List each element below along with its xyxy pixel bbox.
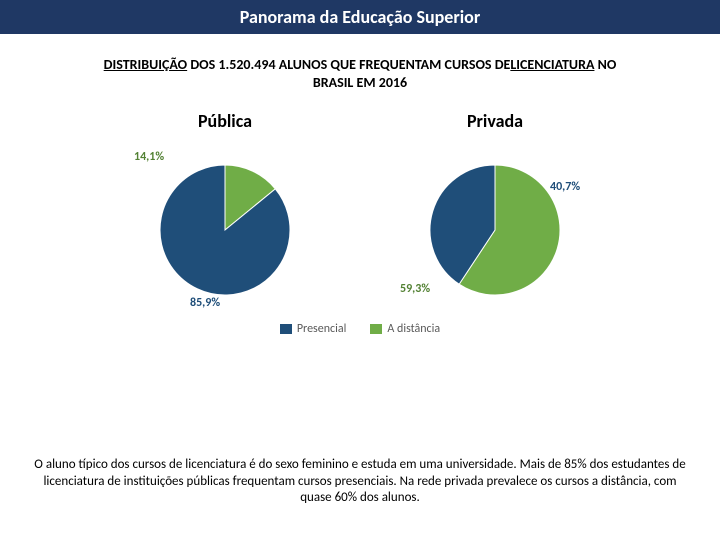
- charts-row: Pública 14,1% 85,9% Privada 59,3% 40,7%: [0, 110, 720, 310]
- legend-item-presencial: Presencial: [280, 322, 347, 336]
- subtitle-line2: BRASIL EM 2016: [313, 74, 407, 92]
- pie-publica-svg: [140, 140, 310, 310]
- pie-publica-label-0: 14,1%: [134, 150, 164, 164]
- chart-publica-title: Pública: [198, 110, 252, 132]
- subtitle: DISTRIBUIÇÃO DOS 1.520.494 ALUNOS QUE FR…: [30, 56, 690, 92]
- subtitle-part-a: DISTRIBUIÇÃO: [104, 56, 187, 73]
- legend-label-adistancia: A distância: [387, 322, 440, 336]
- legend-item-adistancia: A distância: [370, 322, 440, 336]
- header-bar: Panorama da Educação Superior: [0, 0, 720, 34]
- pie-publica-label-1: 85,9%: [190, 296, 220, 310]
- chart-publica: Pública 14,1% 85,9%: [140, 110, 310, 310]
- legend-swatch-presencial: [280, 324, 292, 334]
- legend-label-presencial: Presencial: [297, 322, 347, 336]
- subtitle-part-b2: DOS 1.520.494 ALUNOS QUE FREQUENTAM CURS…: [190, 56, 510, 74]
- subtitle-part-c: LICENCIATURA: [510, 56, 594, 73]
- chart-privada-title: Privada: [467, 110, 523, 132]
- footer-text: O aluno típico dos cursos de licenciatur…: [30, 457, 690, 506]
- pie-privada-label-0: 59,3%: [400, 282, 430, 296]
- legend-swatch-adistancia: [370, 324, 382, 334]
- header-title: Panorama da Educação Superior: [240, 6, 481, 28]
- pie-privada-svg: [410, 140, 580, 310]
- pie-privada-wrap: 59,3% 40,7%: [410, 140, 580, 310]
- pie-privada-label-1: 40,7%: [550, 180, 580, 194]
- subtitle-part-d: NO: [598, 56, 617, 74]
- pie-publica-wrap: 14,1% 85,9%: [140, 140, 310, 310]
- chart-privada: Privada 59,3% 40,7%: [410, 110, 580, 310]
- legend: Presencial A distância: [0, 322, 720, 336]
